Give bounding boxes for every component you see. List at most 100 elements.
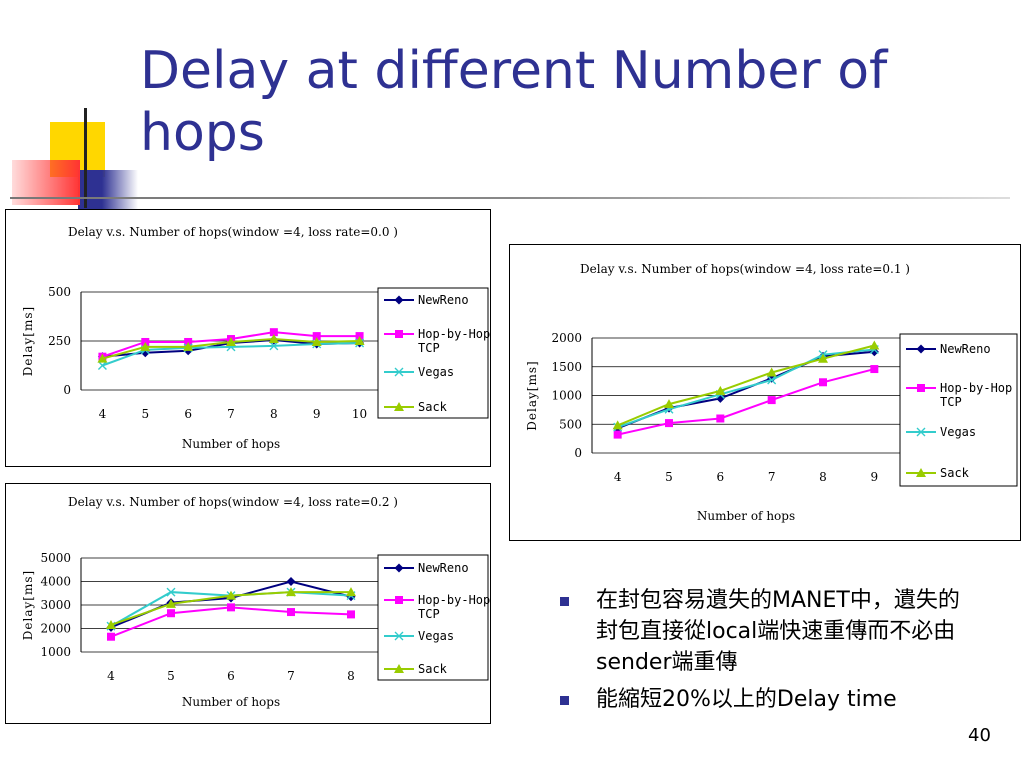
chart-title: Delay v.s. Number of hops(window =4, los… — [580, 262, 910, 276]
deco-vertical-line — [84, 108, 87, 208]
data-point-hopbyhop — [287, 608, 295, 617]
data-point-sack — [346, 587, 356, 597]
legend-label-vegas: Vegas — [418, 365, 454, 379]
data-point-vegas — [97, 361, 107, 370]
x-tick-label: 6 — [184, 407, 192, 421]
y-tick-label: 0 — [574, 446, 582, 460]
legend-label-vegas: Vegas — [940, 425, 976, 439]
x-tick-label: 10 — [352, 407, 367, 421]
legend-label-sack: Sack — [418, 662, 448, 676]
data-point-sack — [664, 399, 674, 409]
y-tick-label: 2000 — [40, 622, 71, 636]
x-tick-label: 5 — [167, 669, 175, 683]
legend-label-hopbyhop: Hop-by-Hop TCP — [418, 593, 490, 621]
y-axis-label: Delay[ms] — [21, 570, 35, 640]
data-point-hopbyhop — [613, 430, 622, 439]
legend-label-newreno: NewReno — [940, 342, 991, 356]
chart-loss-0-2: Delay v.s. Number of hops(window =4, los… — [5, 483, 491, 724]
data-point-sack — [311, 336, 322, 346]
legend-marker-sack — [394, 664, 404, 673]
data-point-sack — [140, 341, 151, 351]
data-point-hopbyhop — [665, 419, 673, 428]
data-point-hopbyhop — [269, 328, 278, 337]
bullet-item: 在封包容易遺失的MANET中，遺失的封包直接從local端快速重傳而不必由sen… — [560, 585, 980, 678]
y-tick-label: 500 — [48, 285, 71, 299]
legend-label-hopbyhop: Hop-by-Hop TCP — [418, 327, 490, 355]
chart-loss-0-1: Delay v.s. Number of hops(window =4, los… — [509, 244, 1021, 541]
series-line-vegas — [617, 348, 875, 429]
x-tick-label: 6 — [227, 669, 235, 683]
legend-marker-hopbyhop — [395, 330, 403, 338]
chart-svg-loss-0-0: Delay v.s. Number of hops(window =4, los… — [21, 225, 490, 451]
x-tick-label: 7 — [287, 669, 295, 683]
data-point-sack — [715, 385, 726, 395]
data-point-hopbyhop — [870, 365, 879, 374]
legend-label-newreno: NewReno — [418, 293, 469, 307]
x-tick-label: 8 — [347, 669, 355, 683]
title-divider — [10, 197, 1010, 199]
data-point-vegas — [269, 341, 279, 351]
legend-marker-hopbyhop — [917, 384, 925, 392]
x-tick-label: 9 — [313, 407, 321, 421]
legend-marker-sack — [394, 402, 404, 411]
x-tick-label: 4 — [99, 407, 107, 421]
data-point-vegas — [166, 587, 176, 597]
page-number: 40 — [968, 725, 991, 746]
bullet-square-icon — [560, 696, 569, 705]
y-tick-label: 5000 — [40, 551, 71, 565]
legend-label-sack: Sack — [940, 466, 970, 480]
legend-label-newreno: NewReno — [418, 561, 469, 575]
y-tick-label: 4000 — [40, 575, 71, 589]
data-point-sack — [226, 336, 236, 346]
data-point-hopbyhop — [107, 632, 115, 641]
data-point-sack — [166, 598, 176, 608]
data-point-sack — [97, 353, 108, 363]
data-point-hopbyhop — [347, 610, 355, 619]
chart-title: Delay v.s. Number of hops(window =4, los… — [68, 495, 398, 509]
chart-svg-loss-0-1: Delay v.s. Number of hops(window =4, los… — [525, 262, 1018, 523]
data-point-sack — [286, 587, 296, 597]
page-title: Delay at different Number of hops — [140, 41, 888, 163]
legend-marker-newreno — [394, 295, 404, 305]
y-axis-label: Delay[ms] — [21, 306, 35, 376]
series-line-newreno — [617, 350, 875, 430]
chart-svg-loss-0-2: Delay v.s. Number of hops(window =4, los… — [21, 495, 490, 709]
data-point-hopbyhop — [819, 378, 827, 387]
x-tick-label: 8 — [819, 470, 827, 484]
y-tick-label: 250 — [48, 334, 71, 348]
data-point-sack — [818, 353, 828, 363]
data-point-newreno — [286, 577, 296, 586]
bullet-list: 在封包容易遺失的MANET中，遺失的封包直接從local端快速重傳而不必由sen… — [560, 585, 980, 721]
x-axis-label: Number of hops — [182, 695, 280, 709]
legend-marker-vegas — [394, 631, 404, 641]
x-tick-label: 4 — [107, 669, 115, 683]
data-point-sack — [183, 341, 194, 351]
y-tick-label: 0 — [63, 383, 71, 397]
x-tick-label: 4 — [614, 470, 622, 484]
legend-marker-sack — [916, 468, 926, 477]
deco-blue-square — [78, 170, 138, 210]
data-point-hopbyhop — [312, 332, 321, 341]
legend-box — [899, 333, 1018, 487]
legend-box — [377, 554, 489, 681]
data-point-sack — [766, 367, 777, 377]
y-tick-label: 1500 — [551, 360, 582, 374]
legend-label-hopbyhop: Hop-by-Hop TCP — [940, 381, 1012, 409]
x-tick-label: 5 — [141, 407, 149, 421]
legend-box — [377, 287, 489, 419]
bullet-square-icon — [560, 597, 569, 606]
data-point-hopbyhop — [167, 609, 175, 618]
data-point-sack — [869, 340, 880, 350]
series-line-hopbyhop — [617, 368, 875, 436]
legend-marker-newreno — [916, 344, 926, 354]
data-point-sack — [612, 420, 623, 430]
data-point-sack — [268, 334, 279, 344]
legend-marker-hopbyhop — [395, 596, 403, 604]
series-line-sack — [617, 344, 875, 427]
x-axis-label: Number of hops — [697, 509, 795, 523]
data-point-sack — [354, 336, 365, 345]
data-point-hopbyhop — [716, 414, 725, 423]
legend-marker-vegas — [394, 367, 404, 377]
y-tick-label: 500 — [559, 417, 582, 431]
y-axis-label: Delay[ms] — [525, 360, 539, 430]
